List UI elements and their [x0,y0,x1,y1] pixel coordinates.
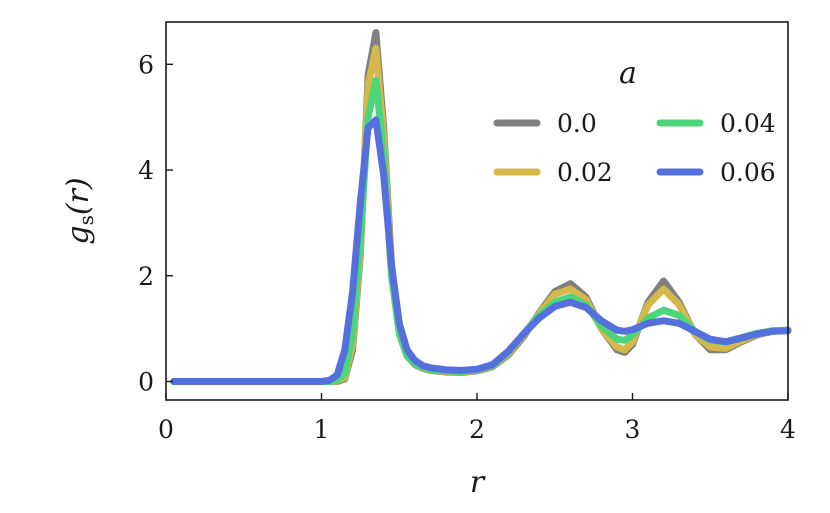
y-tick-label: 6 [138,50,154,79]
legend: a 0.0 0.02 0.04 0.06 [493,56,776,187]
legend-label-0-04: 0.04 [720,109,776,138]
x-tick-label: 3 [625,415,641,444]
x-tick-label: 4 [780,415,796,444]
y-axis-label: gs(r) [61,177,98,244]
legend-title: a [619,56,637,91]
x-axis-label: r [470,465,486,500]
y-axis-label-sub: s [74,215,98,225]
series-line-0-06 [170,116,792,385]
legend-label-0-0: 0.0 [557,109,597,138]
y-axis-label-arg: (r) [61,177,96,215]
legend-label-0-06: 0.06 [720,158,776,187]
plot-frame [165,21,789,401]
x-tick-label: 1 [314,415,330,444]
legend-label-0-02: 0.02 [557,158,613,187]
x-tick-label: 0 [158,415,174,444]
y-tick-label: 4 [138,156,154,185]
ticks-layer: 0 1 2 3 4 0 2 4 6 [138,50,796,444]
series-layer [170,29,792,385]
y-tick-label: 0 [138,367,154,396]
y-axis-label-main: g [61,225,96,244]
y-tick-label: 2 [138,262,154,291]
x-tick-label: 2 [469,415,485,444]
